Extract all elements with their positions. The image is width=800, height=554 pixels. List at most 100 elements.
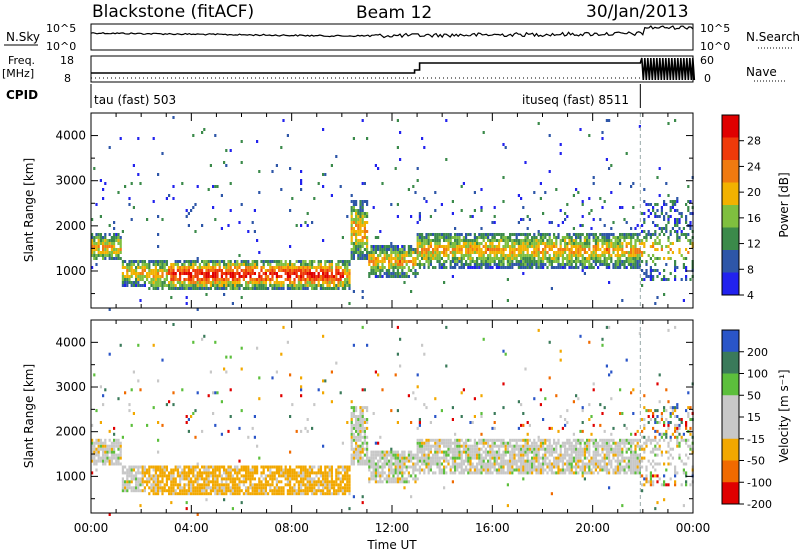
velocity-cell xyxy=(333,492,336,496)
velocity-cell xyxy=(110,444,113,448)
power-cell xyxy=(198,266,201,269)
power-cell xyxy=(564,242,567,245)
power-cell xyxy=(414,251,417,254)
power-cell xyxy=(671,203,674,206)
power-cell xyxy=(401,272,404,275)
power-cell xyxy=(196,266,199,269)
velocity-cell xyxy=(469,438,472,442)
power-cell xyxy=(440,257,443,260)
power-cell xyxy=(269,281,272,284)
velocity-cell xyxy=(201,465,204,469)
power-cell xyxy=(335,284,338,287)
power-cell xyxy=(212,269,215,272)
velocity-cell xyxy=(148,465,151,469)
power-cell xyxy=(172,278,175,281)
velocity-cell xyxy=(528,438,531,442)
velocity-cell xyxy=(357,459,360,463)
velocity-cell xyxy=(113,462,116,466)
power-cell xyxy=(592,182,595,185)
power-cell xyxy=(377,275,380,278)
velocity-cell xyxy=(207,465,210,469)
velocity-cell xyxy=(130,489,133,493)
velocity-cell xyxy=(440,468,443,472)
velocity-cell xyxy=(467,468,470,472)
velocity-cell xyxy=(249,492,252,496)
power-cell xyxy=(115,239,118,242)
velocity-cell xyxy=(214,340,217,344)
power-cell xyxy=(359,242,362,245)
power-cell xyxy=(223,278,226,281)
velocity-cell xyxy=(289,415,292,418)
velocity-cell xyxy=(132,370,135,374)
velocity-cell xyxy=(361,406,364,410)
velocity-cell xyxy=(458,462,461,466)
velocity-cell xyxy=(302,471,305,475)
power-cell xyxy=(553,260,556,263)
velocity-cell xyxy=(132,468,135,472)
power-cell xyxy=(366,230,369,233)
power-cell xyxy=(528,233,531,236)
power-cell xyxy=(330,269,333,272)
velocity-cell xyxy=(381,474,384,478)
velocity-cell xyxy=(482,456,485,460)
power-cell xyxy=(212,275,215,278)
power-cell xyxy=(577,254,580,257)
power-cell xyxy=(207,272,210,275)
power-cell xyxy=(346,281,349,284)
velocity-cell xyxy=(295,471,298,475)
power-cell xyxy=(179,281,182,284)
power-cell xyxy=(234,266,237,269)
power-cell xyxy=(482,233,485,236)
power-cell xyxy=(546,245,549,248)
power-cell xyxy=(469,239,472,242)
velocity-cell xyxy=(168,474,171,478)
power-cell xyxy=(619,206,622,209)
power-cell xyxy=(181,287,184,290)
velocity-cell xyxy=(546,438,549,442)
velocity-cell xyxy=(194,492,197,496)
velocity-cell xyxy=(469,465,472,469)
velocity-cell xyxy=(282,474,285,478)
power-cell xyxy=(421,239,424,242)
power-cell xyxy=(438,245,441,248)
power-ylabel: Slant Range [km] xyxy=(22,158,36,262)
power-cell xyxy=(379,266,382,269)
velocity-cell xyxy=(432,456,435,460)
velocity-cell xyxy=(473,456,476,460)
power-cell xyxy=(544,263,547,266)
velocity-cell xyxy=(467,450,470,454)
power-cell xyxy=(352,137,355,140)
power-cell xyxy=(649,269,652,272)
velocity-cell xyxy=(513,459,516,463)
velocity-cell xyxy=(401,456,404,460)
velocity-cell xyxy=(548,444,551,448)
power-cell xyxy=(286,272,289,275)
velocity-cell xyxy=(328,474,331,478)
velocity-cell xyxy=(256,465,259,469)
power-cell xyxy=(568,248,571,251)
velocity-cell xyxy=(247,468,250,472)
velocity-cell xyxy=(306,468,309,472)
velocity-cell xyxy=(212,486,215,490)
power-cell xyxy=(157,272,160,275)
power-cell xyxy=(495,263,498,266)
power-cell xyxy=(289,275,292,278)
velocity-cell xyxy=(108,352,111,356)
velocity-cell xyxy=(491,471,494,475)
velocity-cell xyxy=(143,465,146,469)
power-cell xyxy=(678,227,681,230)
velocity-cell xyxy=(297,492,300,496)
power-cell xyxy=(379,230,382,233)
velocity-cell xyxy=(297,465,300,469)
power-cell xyxy=(172,284,175,287)
velocity-cell xyxy=(313,483,316,487)
velocity-cell xyxy=(91,453,94,457)
power-cell xyxy=(363,230,366,233)
velocity-cell xyxy=(546,465,549,469)
power-cell xyxy=(405,251,408,254)
velocity-cell xyxy=(214,474,217,478)
power-cell xyxy=(524,245,527,248)
cpid-segment-label-2: ituseq (fast) 8511 xyxy=(522,93,629,107)
power-cell xyxy=(330,260,333,263)
velocity-cell xyxy=(258,483,261,487)
